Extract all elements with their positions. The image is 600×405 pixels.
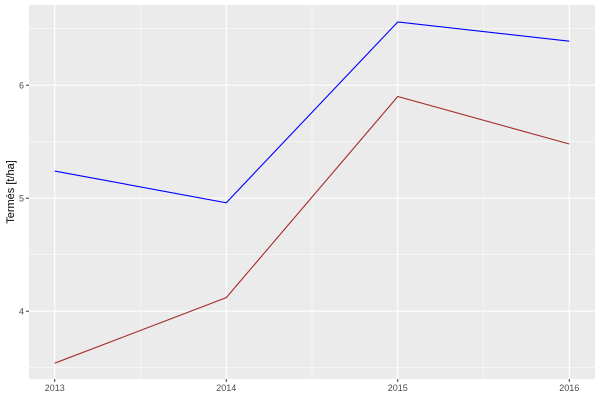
- x-tick-label: 2016: [559, 383, 579, 393]
- x-tick-label: 2014: [216, 383, 236, 393]
- y-tick-label: 6: [19, 81, 24, 91]
- y-axis-label: Termés [t/ha]: [5, 160, 17, 224]
- series-lines: [54, 21, 570, 364]
- x-tick-label: 2015: [388, 383, 408, 393]
- series-line-2: [54, 95, 570, 364]
- series-line-1: [54, 21, 570, 204]
- y-tick-label: 5: [19, 194, 24, 204]
- x-tick-label: 2013: [45, 383, 65, 393]
- grid-lines: [29, 5, 595, 379]
- axes: 4 5 6 2013 2014 2015 2016: [19, 81, 579, 393]
- y-tick-label: 4: [19, 307, 24, 317]
